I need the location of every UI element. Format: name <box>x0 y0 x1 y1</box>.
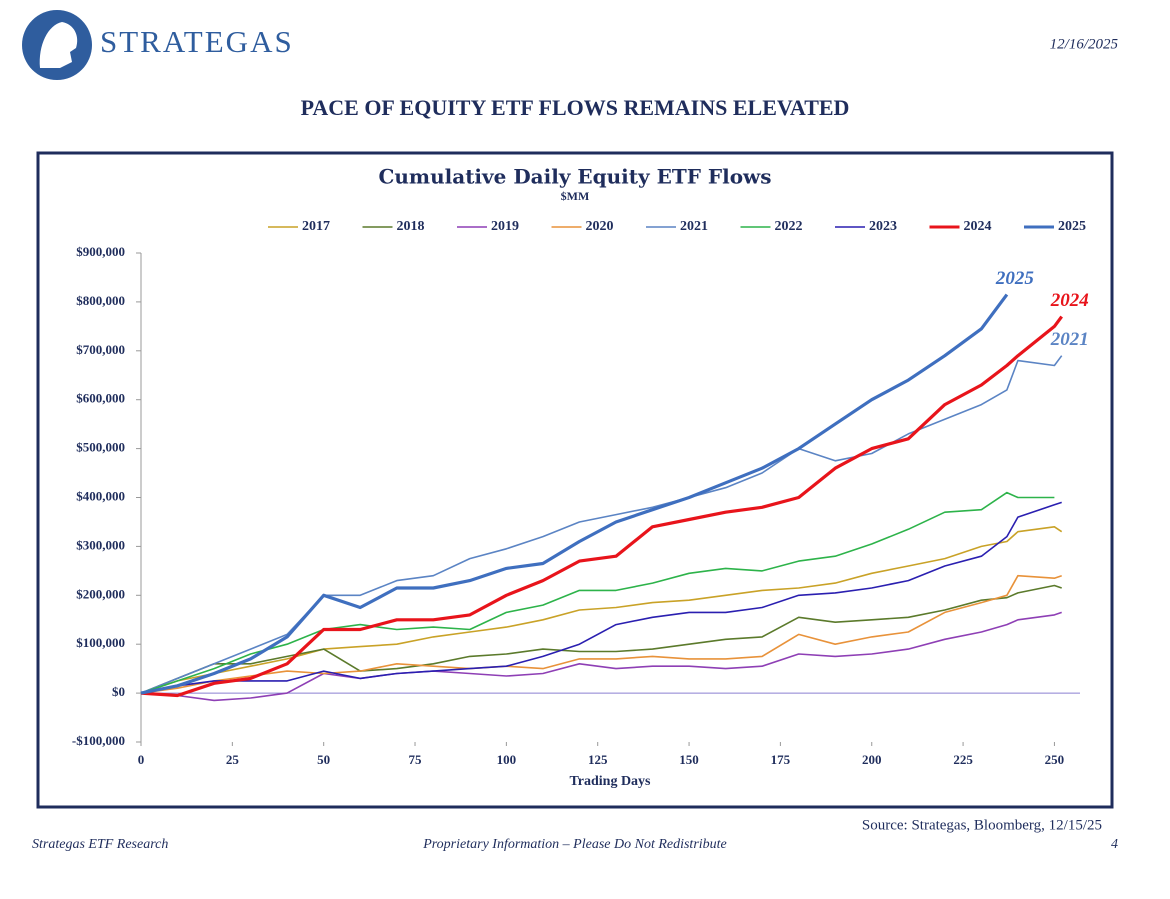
series-line <box>140 611 1062 702</box>
series-line <box>140 526 1063 694</box>
x-tick-label: 125 <box>588 752 608 767</box>
y-tick-label: $900,000 <box>76 244 125 259</box>
legend-label: 2025 <box>1058 219 1086 234</box>
x-tick-label: 100 <box>497 752 517 767</box>
date: 12/16/2025 <box>1050 36 1119 52</box>
x-tick-label: 250 <box>1045 752 1065 767</box>
legend-label: 2023 <box>869 219 897 234</box>
y-tick-label: $300,000 <box>76 537 125 552</box>
logo-text: STRATEGAS <box>100 24 294 59</box>
x-tick-label: 225 <box>953 752 973 767</box>
y-tick-label: -$100,000 <box>72 733 125 748</box>
x-tick-label: 50 <box>317 752 330 767</box>
x-tick-label: 200 <box>862 752 882 767</box>
footer-center: Proprietary Information – Please Do Not … <box>422 837 727 852</box>
footer-left: Strategas ETF Research <box>32 837 168 852</box>
series-line <box>140 584 1062 694</box>
legend-label: 2018 <box>397 219 425 234</box>
series-line <box>140 293 1009 695</box>
y-tick-label: $400,000 <box>76 488 125 503</box>
x-tick-label: 175 <box>771 752 791 767</box>
chart-frame <box>36 151 1114 809</box>
series-line <box>140 491 1055 694</box>
series-annotation: 2025 <box>995 268 1035 289</box>
legend-label: 2024 <box>964 219 992 234</box>
logo-helmet <box>39 22 78 68</box>
legend-label: 2020 <box>586 219 614 234</box>
series-annotation: 2024 <box>1050 290 1089 311</box>
y-tick-label: $200,000 <box>76 586 125 601</box>
legend-label: 2017 <box>302 219 330 234</box>
x-tick-label: 75 <box>409 752 423 767</box>
page-number: 4 <box>1111 837 1118 852</box>
legend-label: 2021 <box>680 219 708 234</box>
y-tick-label: $100,000 <box>76 635 125 650</box>
source: Source: Strategas, Bloomberg, 12/15/25 <box>862 817 1102 833</box>
y-tick-label: $600,000 <box>76 391 125 406</box>
y-tick-label: $0 <box>112 684 125 699</box>
chart-title: Cumulative Daily Equity ETF Flows <box>378 165 771 189</box>
series-line <box>140 501 1062 694</box>
series-line <box>140 574 1062 694</box>
series-annotation: 2021 <box>1050 329 1089 350</box>
legend-label: 2019 <box>491 219 519 234</box>
slide-title: PACE OF EQUITY ETF FLOWS REMAINS ELEVATE… <box>301 95 850 120</box>
y-tick-label: $700,000 <box>76 342 125 357</box>
x-tick-label: 150 <box>679 752 699 767</box>
x-tick-label: 0 <box>138 752 145 767</box>
y-tick-label: $500,000 <box>76 440 125 455</box>
y-tick-label: $800,000 <box>76 293 125 308</box>
series-line <box>140 315 1063 698</box>
chart-subtitle: $MM <box>561 189 590 203</box>
x-tick-label: 25 <box>226 752 240 767</box>
x-axis-label: Trading Days <box>569 774 651 789</box>
legend-label: 2022 <box>775 219 803 234</box>
